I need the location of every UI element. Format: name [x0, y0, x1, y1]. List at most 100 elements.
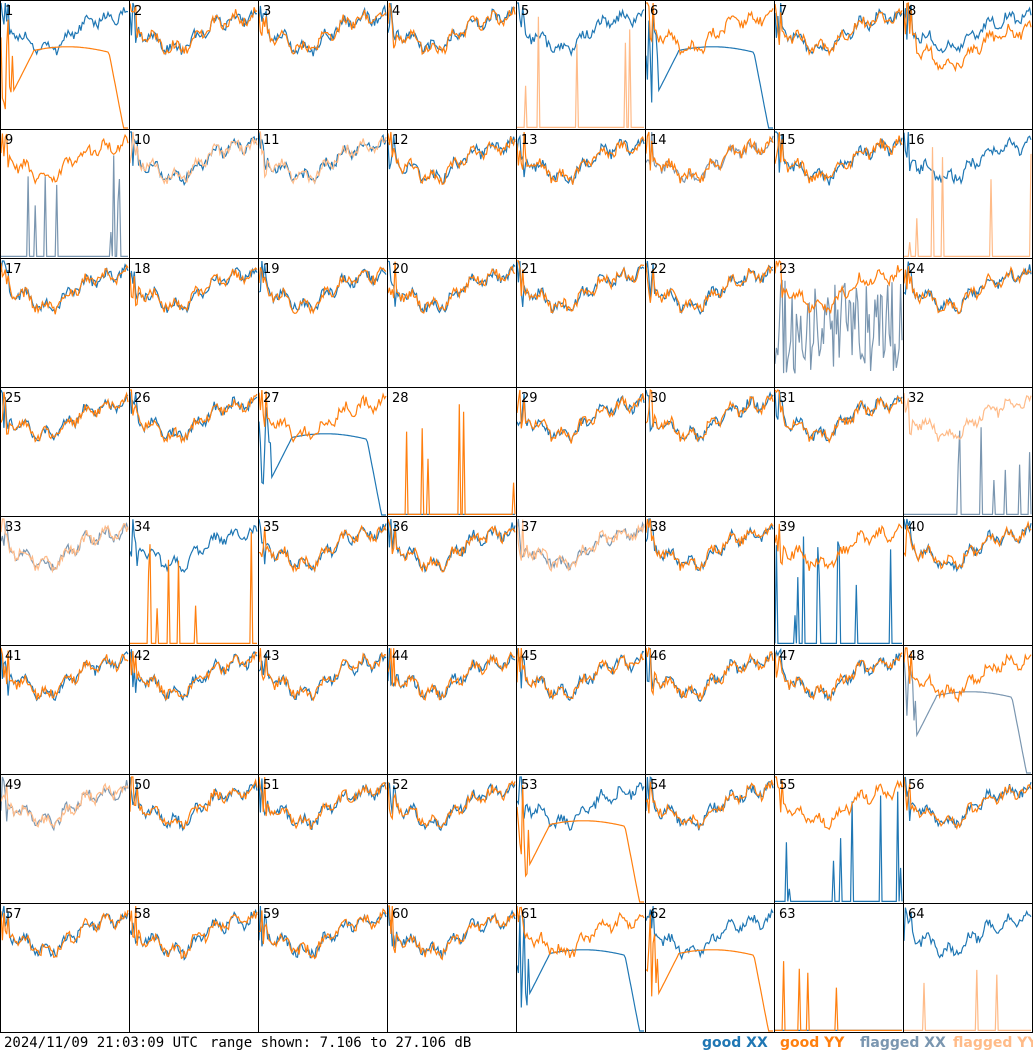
- panel-39: 39: [774, 516, 904, 646]
- panel-23-label: 23: [779, 262, 796, 277]
- panel-10-yy-line: [129, 131, 258, 185]
- panel-14-yy-line: [645, 131, 774, 184]
- panel-2-label: 2: [134, 4, 142, 19]
- panel-44: 44: [387, 645, 517, 775]
- panel-22: 22: [645, 258, 775, 388]
- panel-18-yy-line: [129, 267, 258, 313]
- panel-32: 32: [903, 387, 1033, 517]
- panel-49-yy-line: [0, 782, 129, 829]
- panel-52-label: 52: [392, 778, 409, 793]
- panel-61-xx-line: [516, 915, 644, 1032]
- panel-45-label: 45: [521, 649, 538, 664]
- panel-43-frame: [258, 645, 388, 775]
- panel-60: 60: [387, 903, 517, 1033]
- panel-36: 36: [387, 516, 517, 646]
- panel-62-frame: [645, 903, 775, 1033]
- panel-6-yy-line: [646, 2, 774, 56]
- panel-27-label: 27: [263, 391, 280, 406]
- panel-47: 47: [774, 645, 904, 775]
- panel-5-label: 5: [521, 4, 529, 19]
- panel-2: 2: [129, 0, 259, 130]
- panel-48-yy-line: [903, 647, 1032, 703]
- panel-53-xx-line: [516, 776, 645, 832]
- panel-60-yy-line: [388, 905, 516, 961]
- panel-38: 38: [645, 516, 775, 646]
- panel-19: 19: [258, 258, 388, 388]
- panel-39-yy-line: [774, 523, 903, 571]
- panel-15-label: 15: [779, 133, 796, 148]
- panel-53: 53: [516, 774, 646, 904]
- panel-50-label: 50: [134, 778, 151, 793]
- panel-20-yy-line: [387, 261, 516, 314]
- panel-42-yy-line: [129, 651, 258, 701]
- panel-18-label: 18: [134, 262, 151, 277]
- panel-38-frame: [645, 516, 775, 646]
- panel-37-label: 37: [521, 520, 538, 535]
- panel-32-yy-line: [903, 393, 1032, 442]
- panel-61-yy-line: [516, 905, 645, 959]
- panel-56: 56: [903, 774, 1033, 904]
- panel-8-xx-line: [903, 2, 1032, 54]
- panel-55-label: 55: [779, 778, 796, 793]
- panel-61-label: 61: [521, 907, 538, 922]
- panel-53-label: 53: [521, 778, 538, 793]
- panel-44-label: 44: [392, 649, 409, 664]
- panel-16-label: 16: [908, 133, 925, 148]
- panel-59: 59: [258, 903, 388, 1033]
- panel-12-label: 12: [392, 133, 409, 148]
- panel-34-label: 34: [134, 520, 151, 535]
- panel-21-yy-line: [517, 260, 645, 314]
- panel-9: 9: [0, 129, 130, 259]
- panel-9-yy-line: [0, 133, 129, 185]
- panel-7-label: 7: [779, 4, 787, 19]
- panel-30: 30: [645, 387, 775, 517]
- panel-6-label: 6: [650, 4, 658, 19]
- panel-27: 27: [258, 387, 388, 517]
- panel-3-label: 3: [263, 4, 271, 19]
- panel-50: 50: [129, 774, 259, 904]
- panel-55-yy-line: [775, 776, 903, 831]
- panel-64: 64: [903, 903, 1033, 1033]
- panel-28-label: 28: [392, 391, 409, 406]
- range-label: range shown: 7.106 to 27.106 dB: [210, 1035, 472, 1051]
- panel-20: 20: [387, 258, 517, 388]
- panel-52-yy-line: [387, 780, 516, 829]
- panel-16-xx-line: [903, 131, 1032, 186]
- panel-32-xx-line: [904, 427, 1032, 515]
- panel-59-yy-line: [258, 908, 387, 960]
- panel-31: 31: [774, 387, 904, 517]
- panel-7-xx-line: [774, 2, 903, 55]
- panel-63-yy-line: [775, 961, 902, 1031]
- panel-57-xx-line: [0, 905, 129, 958]
- panel-64-label: 64: [908, 907, 925, 922]
- panel-57-frame: [0, 903, 130, 1033]
- panel-6: 6: [645, 0, 775, 130]
- panel-25-label: 25: [5, 391, 22, 406]
- panel-2-xx-line: [129, 2, 258, 56]
- panel-45: 45: [516, 645, 646, 775]
- panel-26-label: 26: [134, 391, 151, 406]
- panel-15-xx-line: [775, 131, 903, 186]
- panel-1: 1: [0, 0, 130, 130]
- panel-59-label: 59: [263, 907, 280, 922]
- panel-33-label: 33: [5, 520, 22, 535]
- panel-51-yy-line: [258, 776, 387, 830]
- panel-62-yy-line: [645, 914, 773, 1032]
- panel-40-yy-line: [903, 520, 1032, 570]
- panel-21-label: 21: [521, 262, 538, 277]
- panel-39-xx-line: [774, 536, 902, 644]
- panel-28: 28: [387, 387, 517, 517]
- panel-63-frame: [774, 903, 904, 1033]
- panel-33-yy-line: [0, 518, 129, 574]
- panel-1-label: 1: [5, 4, 13, 19]
- panel-56-frame: [903, 774, 1033, 904]
- panel-11-yy-line: [259, 131, 387, 185]
- panel-19-xx-line: [258, 260, 387, 313]
- panel-42: 42: [129, 645, 259, 775]
- panel-38-yy-line: [645, 518, 774, 572]
- panel-8-yy-line: [903, 2, 1032, 73]
- panel-63: 63: [774, 903, 904, 1033]
- legend-good-xx: good XX: [702, 1035, 768, 1051]
- panel-25: 25: [0, 387, 130, 517]
